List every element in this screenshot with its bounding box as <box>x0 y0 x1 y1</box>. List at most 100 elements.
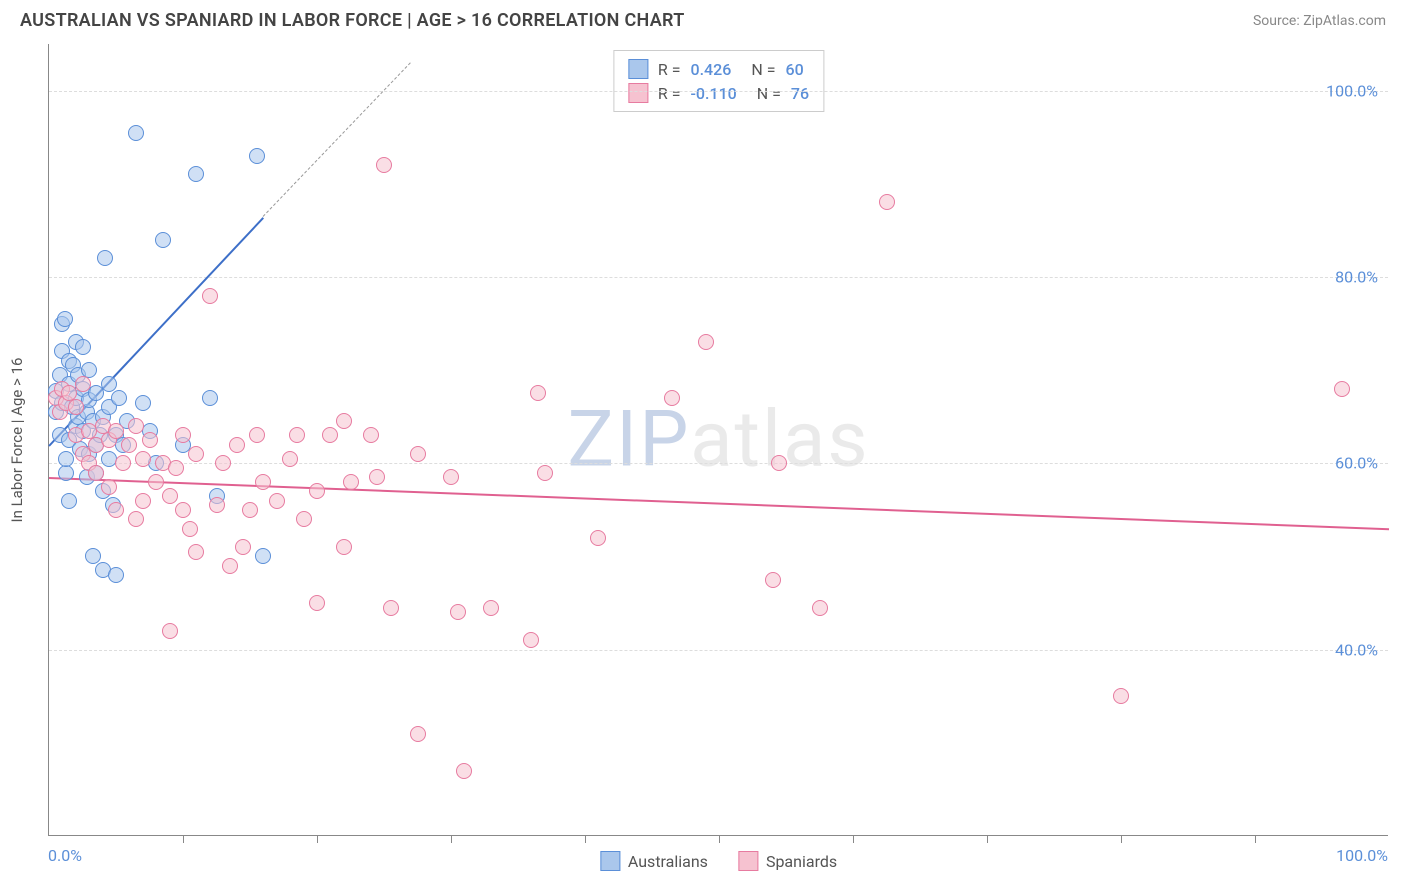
x-tick <box>317 835 318 843</box>
legend-item-spaniards: Spaniards <box>738 851 837 871</box>
data-point <box>88 465 104 481</box>
legend-swatch-spaniards <box>738 851 758 871</box>
data-point <box>135 493 151 509</box>
data-point <box>410 726 426 742</box>
data-point <box>343 474 359 490</box>
data-point <box>111 390 127 406</box>
watermark-atlas: atlas <box>690 394 870 485</box>
legend-label-australians: Australians <box>628 852 708 871</box>
data-point <box>664 390 680 406</box>
chart-title: AUSTRALIAN VS SPANIARD IN LABOR FORCE | … <box>20 10 685 31</box>
data-point <box>75 339 91 355</box>
data-point <box>202 390 218 406</box>
data-point <box>363 427 379 443</box>
data-point <box>209 497 225 513</box>
data-point <box>215 455 231 471</box>
data-point <box>128 511 144 527</box>
data-point <box>296 511 312 527</box>
data-point <box>249 148 265 164</box>
grid-line <box>49 277 1388 278</box>
grid-line <box>49 650 1388 651</box>
data-point <box>242 502 258 518</box>
data-point <box>188 446 204 462</box>
watermark-zip: ZIP <box>567 394 690 485</box>
data-point <box>188 166 204 182</box>
data-point <box>135 451 151 467</box>
watermark: ZIPatlas <box>567 394 869 485</box>
data-point <box>162 488 178 504</box>
data-point <box>383 600 399 616</box>
legend-stats: R = 0.426 N = 60 R = -0.110 N = 76 <box>613 50 824 112</box>
legend-swatch-pink <box>628 83 648 103</box>
data-point <box>282 451 298 467</box>
data-point <box>269 493 285 509</box>
data-point <box>410 446 426 462</box>
data-point <box>450 604 466 620</box>
y-tick-label: 60.0% <box>1335 454 1378 473</box>
data-point <box>1334 381 1350 397</box>
data-point <box>1113 688 1129 704</box>
data-point <box>128 125 144 141</box>
data-point <box>309 595 325 611</box>
x-axis-max-label: 100.0% <box>1336 846 1388 865</box>
y-tick-label: 80.0% <box>1335 267 1378 286</box>
chart-source: Source: ZipAtlas.com <box>1253 13 1386 29</box>
data-point <box>108 567 124 583</box>
data-point <box>771 455 787 471</box>
data-point <box>155 232 171 248</box>
grid-line <box>49 463 1388 464</box>
data-point <box>812 600 828 616</box>
data-point <box>222 558 238 574</box>
x-tick <box>1255 835 1256 843</box>
data-point <box>255 474 271 490</box>
scatter-plot-area: ZIPatlas R = 0.426 N = 60 R = -0.110 N =… <box>48 44 1388 836</box>
data-point <box>115 455 131 471</box>
x-tick <box>719 835 720 843</box>
legend-stats-row-1: R = 0.426 N = 60 <box>628 57 809 81</box>
data-point <box>698 334 714 350</box>
x-tick <box>853 835 854 843</box>
x-axis-min-label: 0.0% <box>48 846 82 865</box>
data-point <box>148 474 164 490</box>
data-point <box>108 423 124 439</box>
data-point <box>255 548 271 564</box>
data-point <box>537 465 553 481</box>
data-point <box>108 502 124 518</box>
data-point <box>765 572 781 588</box>
data-point <box>75 376 91 392</box>
data-point <box>121 437 137 453</box>
x-tick <box>585 835 586 843</box>
x-tick <box>987 835 988 843</box>
x-tick <box>451 835 452 843</box>
x-tick <box>183 835 184 843</box>
data-point <box>530 385 546 401</box>
legend-stats-row-2: R = -0.110 N = 76 <box>628 81 809 105</box>
data-point <box>249 427 265 443</box>
data-point <box>336 539 352 555</box>
data-point <box>229 437 245 453</box>
legend-label-spaniards: Spaniards <box>766 852 837 871</box>
data-point <box>61 493 77 509</box>
data-point <box>322 427 338 443</box>
legend-item-australians: Australians <box>600 851 708 871</box>
trend-line-dashed <box>263 63 411 217</box>
data-point <box>128 418 144 434</box>
data-point <box>369 469 385 485</box>
data-point <box>590 530 606 546</box>
grid-line <box>49 91 1388 92</box>
data-point <box>289 427 305 443</box>
data-point <box>182 521 198 537</box>
x-tick <box>1121 835 1122 843</box>
legend-swatch-blue <box>628 59 648 79</box>
legend-series: Australians Spaniards <box>600 851 837 871</box>
data-point <box>97 250 113 266</box>
data-point <box>202 288 218 304</box>
y-axis-title: In Labor Force | Age > 16 <box>8 358 26 523</box>
data-point <box>188 544 204 560</box>
data-point <box>168 460 184 476</box>
data-point <box>309 483 325 499</box>
data-point <box>376 157 392 173</box>
y-tick-label: 100.0% <box>1326 81 1378 100</box>
legend-swatch-australians <box>600 851 620 871</box>
data-point <box>135 395 151 411</box>
